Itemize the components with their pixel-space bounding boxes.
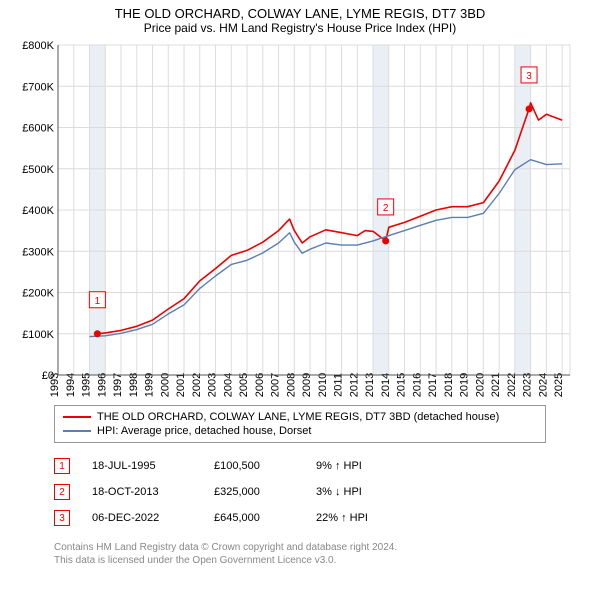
svg-text:2015: 2015 [396, 373, 408, 397]
svg-text:£700K: £700K [22, 81, 54, 93]
svg-text:1998: 1998 [128, 373, 140, 397]
svg-text:2019: 2019 [459, 373, 471, 397]
svg-text:£100K: £100K [22, 329, 54, 341]
svg-text:2018: 2018 [443, 373, 455, 397]
svg-text:2000: 2000 [159, 373, 171, 397]
svg-text:2012: 2012 [348, 373, 360, 397]
legend-item: THE OLD ORCHARD, COLWAY LANE, LYME REGIS… [63, 410, 537, 424]
svg-text:2009: 2009 [301, 373, 313, 397]
legend-item: HPI: Average price, detached house, Dors… [63, 424, 537, 438]
svg-text:2004: 2004 [222, 373, 234, 397]
svg-text:2025: 2025 [553, 373, 565, 397]
chart-svg: £0£100K£200K£300K£400K£500K£600K£700K£80… [10, 39, 582, 399]
svg-text:2005: 2005 [238, 373, 250, 397]
chart-plot: £0£100K£200K£300K£400K£500K£600K£700K£80… [10, 39, 582, 399]
svg-text:2: 2 [383, 203, 389, 214]
legend-swatch [63, 416, 91, 418]
chart-container: THE OLD ORCHARD, COLWAY LANE, LYME REGIS… [0, 0, 600, 590]
svg-text:2017: 2017 [427, 373, 439, 397]
event-marker: 1 [54, 458, 70, 474]
svg-text:1995: 1995 [81, 373, 93, 397]
event-date: 06-DEC-2022 [92, 512, 192, 524]
svg-text:1993: 1993 [49, 373, 61, 397]
svg-text:2016: 2016 [411, 373, 423, 397]
svg-text:2021: 2021 [490, 373, 502, 397]
legend: THE OLD ORCHARD, COLWAY LANE, LYME REGIS… [54, 405, 546, 443]
svg-text:1: 1 [95, 296, 101, 307]
event-hpi: 22% ↑ HPI [316, 512, 368, 524]
event-row: 3 06-DEC-2022 £645,000 22% ↑ HPI [54, 505, 546, 531]
legend-label: HPI: Average price, detached house, Dors… [97, 425, 311, 437]
event-marker: 3 [54, 510, 70, 526]
chart-subtitle: Price paid vs. HM Land Registry's House … [10, 21, 590, 35]
svg-text:2024: 2024 [537, 373, 549, 397]
svg-text:£600K: £600K [22, 123, 54, 135]
svg-text:2003: 2003 [207, 373, 219, 397]
svg-text:2001: 2001 [175, 373, 187, 397]
svg-text:£500K: £500K [22, 164, 54, 176]
svg-text:2011: 2011 [333, 373, 345, 397]
svg-text:2013: 2013 [364, 373, 376, 397]
svg-text:2007: 2007 [270, 373, 282, 397]
legend-label: THE OLD ORCHARD, COLWAY LANE, LYME REGIS… [97, 411, 499, 423]
event-list: 1 18-JUL-1995 £100,500 9% ↑ HPI 2 18-OCT-2013… [54, 453, 546, 531]
svg-text:2008: 2008 [285, 373, 297, 397]
chart-title: THE OLD ORCHARD, COLWAY LANE, LYME REGIS… [10, 6, 590, 21]
event-date: 18-JUL-1995 [92, 460, 192, 472]
footer-attribution: Contains HM Land Registry data © Crown c… [54, 541, 546, 567]
event-price: £645,000 [214, 512, 294, 524]
event-price: £325,000 [214, 486, 294, 498]
svg-text:2010: 2010 [317, 373, 329, 397]
svg-text:3: 3 [526, 71, 532, 82]
svg-text:2023: 2023 [522, 373, 534, 397]
svg-text:2002: 2002 [191, 373, 203, 397]
svg-text:£200K: £200K [22, 288, 54, 300]
svg-text:2022: 2022 [506, 373, 518, 397]
footer-line: This data is licensed under the Open Gov… [54, 554, 546, 567]
event-price: £100,500 [214, 460, 294, 472]
event-row: 1 18-JUL-1995 £100,500 9% ↑ HPI [54, 453, 546, 479]
event-hpi: 9% ↑ HPI [316, 460, 362, 472]
legend-swatch [63, 430, 91, 432]
svg-text:£800K: £800K [22, 40, 54, 52]
svg-text:2014: 2014 [380, 373, 392, 397]
svg-text:1994: 1994 [65, 373, 77, 397]
svg-text:2006: 2006 [254, 373, 266, 397]
event-hpi: 3% ↓ HPI [316, 486, 362, 498]
svg-text:2020: 2020 [474, 373, 486, 397]
svg-text:1999: 1999 [144, 373, 156, 397]
svg-text:1997: 1997 [112, 373, 124, 397]
svg-text:£400K: £400K [22, 205, 54, 217]
event-row: 2 18-OCT-2013 £325,000 3% ↓ HPI [54, 479, 546, 505]
event-marker: 2 [54, 484, 70, 500]
svg-text:£300K: £300K [22, 246, 54, 258]
svg-text:1996: 1996 [96, 373, 108, 397]
event-date: 18-OCT-2013 [92, 486, 192, 498]
footer-line: Contains HM Land Registry data © Crown c… [54, 541, 546, 554]
